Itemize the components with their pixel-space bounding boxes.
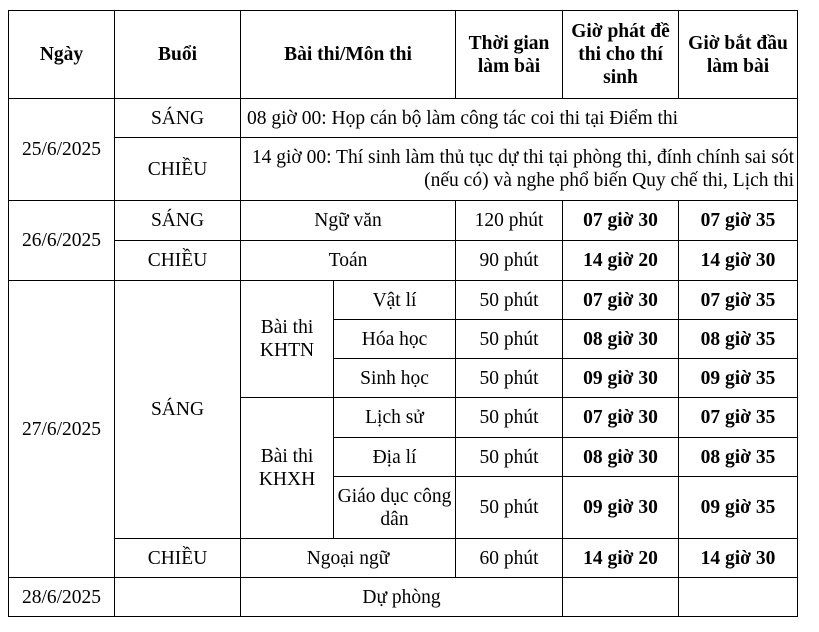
duration-cell: 120 phút [455,200,563,241]
paper-time-cell: 07 giờ 30 [562,280,679,320]
start-time-cell: 07 giờ 35 [678,200,798,241]
table-row: CHIỀU Toán 90 phút 14 giờ 20 14 giờ 30 [9,240,798,281]
session-cell: SÁNG [114,200,241,241]
subject-cell: Ngữ văn [240,200,456,241]
note-cell: 08 giờ 00: Họp cán bộ làm công tác coi t… [240,98,798,138]
empty-cell [562,577,679,617]
subject-cell: Địa lí [333,437,456,477]
header-duration: Thời gian làm bài [455,10,563,99]
header-paper-time: Giờ phát đề thi cho thí sinh [562,10,679,99]
table-row: Hóa học 50 phút 08 giờ 30 08 giờ 35 [9,319,798,359]
session-cell: SÁNG [114,280,241,539]
header-start-time: Giờ bắt đầu làm bài [678,10,798,99]
table-row: 26/6/2025 SÁNG Ngữ văn 120 phút 07 giờ 3… [8,200,798,281]
subject-cell: Vật lí [333,280,456,320]
duration-cell: 90 phút [455,240,563,281]
table-row: Giáo dục công dân 50 phút 09 giờ 30 09 g… [9,476,798,539]
duration-cell: 60 phút [455,538,563,578]
subject-cell: Hóa học [333,319,456,359]
table-row: Địa lí 50 phút 08 giờ 30 08 giờ 35 [9,437,798,477]
start-time-cell: 14 giờ 30 [678,240,798,281]
header-date: Ngày [8,10,115,99]
note-cell: Dự phòng [240,577,563,617]
note-cell: 14 giờ 00: Thí sinh làm thủ tục dự thi t… [240,137,798,201]
table-row: CHIỀU Ngoại ngữ 60 phút 14 giờ 20 14 giờ… [9,538,798,578]
start-time-cell: 09 giờ 35 [678,358,798,398]
paper-time-cell: 07 giờ 30 [562,397,679,438]
table-row: 28/6/2025 Dự phòng [8,577,798,617]
duration-cell: 50 phút [455,358,563,398]
subject-cell: Ngoại ngữ [240,538,456,578]
session-cell [114,577,241,617]
duration-cell: 50 phút [455,437,563,477]
start-time-cell: 09 giờ 35 [678,476,798,539]
date-cell: 28/6/2025 [8,577,115,617]
subject-cell: Toán [240,240,456,281]
table-row: CHIỀU 14 giờ 00: Thí sinh làm thủ tục dự… [9,137,798,201]
session-cell: CHIỀU [114,137,241,201]
group-cell: Bài thi KHXH [240,397,334,539]
start-time-cell: 07 giờ 35 [678,280,798,320]
start-time-cell: 14 giờ 30 [678,538,798,578]
paper-time-cell: 09 giờ 30 [562,358,679,398]
subject-cell: Lịch sử [333,397,456,438]
session-cell: SÁNG [114,98,241,138]
start-time-cell: 07 giờ 35 [678,397,798,438]
table-row: 27/6/2025 SÁNG Bài thi KHTN Vật lí 50 ph… [8,280,798,578]
header-session: Buổi [114,10,241,99]
subject-cell: Giáo dục công dân [333,476,456,539]
paper-time-cell: 14 giờ 20 [562,538,679,578]
date-cell: 27/6/2025 [8,280,115,578]
duration-cell: 50 phút [455,280,563,320]
duration-cell: 50 phút [455,397,563,438]
empty-cell [678,577,798,617]
date-cell: 26/6/2025 [8,200,115,281]
table-row: 25/6/2025 SÁNG 08 giờ 00: Họp cán bộ làm… [8,98,798,201]
session-cell: CHIỀU [114,240,241,281]
subject-cell: Sinh học [333,358,456,398]
paper-time-cell: 08 giờ 30 [562,437,679,477]
table-row: Sinh học 50 phút 09 giờ 30 09 giờ 35 [9,358,798,398]
paper-time-cell: 14 giờ 20 [562,240,679,281]
duration-cell: 50 phút [455,476,563,539]
header-row: Ngày Buổi Bài thi/Môn thi Thời gian làm … [8,10,798,99]
paper-time-cell: 08 giờ 30 [562,319,679,359]
paper-time-cell: 07 giờ 30 [562,200,679,241]
session-cell: CHIỀU [114,538,241,578]
paper-time-cell: 09 giờ 30 [562,476,679,539]
exam-schedule-table: Ngày Buổi Bài thi/Môn thi Thời gian làm … [8,10,798,617]
header-subject: Bài thi/Môn thi [240,10,456,99]
start-time-cell: 08 giờ 35 [678,319,798,359]
date-cell: 25/6/2025 [8,98,115,201]
group-cell: Bài thi KHTN [240,280,334,398]
duration-cell: 50 phút [455,319,563,359]
start-time-cell: 08 giờ 35 [678,437,798,477]
